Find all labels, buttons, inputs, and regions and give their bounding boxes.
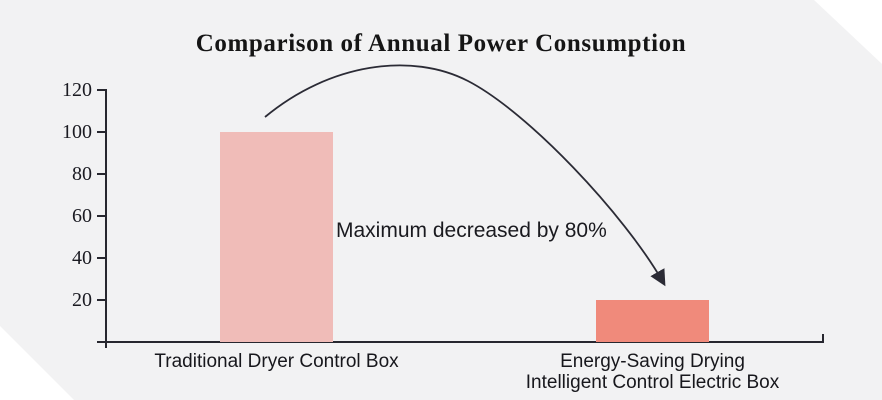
y-tick-label: 120 (62, 79, 92, 101)
x-axis-line (97, 341, 824, 343)
y-tick-mark (97, 89, 106, 91)
bar-energy-saving (596, 300, 709, 342)
y-axis-line (105, 89, 107, 348)
corner-cut-top-right (814, 0, 882, 64)
y-tick-label: 20 (72, 289, 92, 311)
y-tick-mark (97, 257, 106, 259)
x-axis-label: Energy-Saving Drying Intelligent Control … (483, 351, 823, 393)
y-tick-label: 100 (62, 121, 92, 143)
y-tick-label: 60 (72, 205, 92, 227)
x-axis-label-line: Intelligent Control Electric Box (525, 372, 780, 393)
annotation-text: Maximum decreased by 80% (336, 219, 607, 242)
x-axis-label-line: Energy-Saving Drying (560, 351, 745, 372)
chart-title: Comparison of Annual Power Consumption (195, 30, 687, 57)
y-tick-mark (97, 131, 106, 133)
y-tick-mark (97, 299, 106, 301)
bar-traditional (220, 132, 333, 342)
corner-cut-bottom-left (0, 326, 74, 400)
y-tick-label: 40 (72, 247, 92, 269)
y-tick-label: 80 (72, 163, 92, 185)
x-axis-end-tick (822, 334, 824, 342)
x-axis-label: Traditional Dryer Control Box (107, 351, 447, 372)
y-tick-mark (97, 215, 106, 217)
x-axis-label-line: Traditional Dryer Control Box (154, 351, 399, 372)
y-tick-mark (97, 173, 106, 175)
